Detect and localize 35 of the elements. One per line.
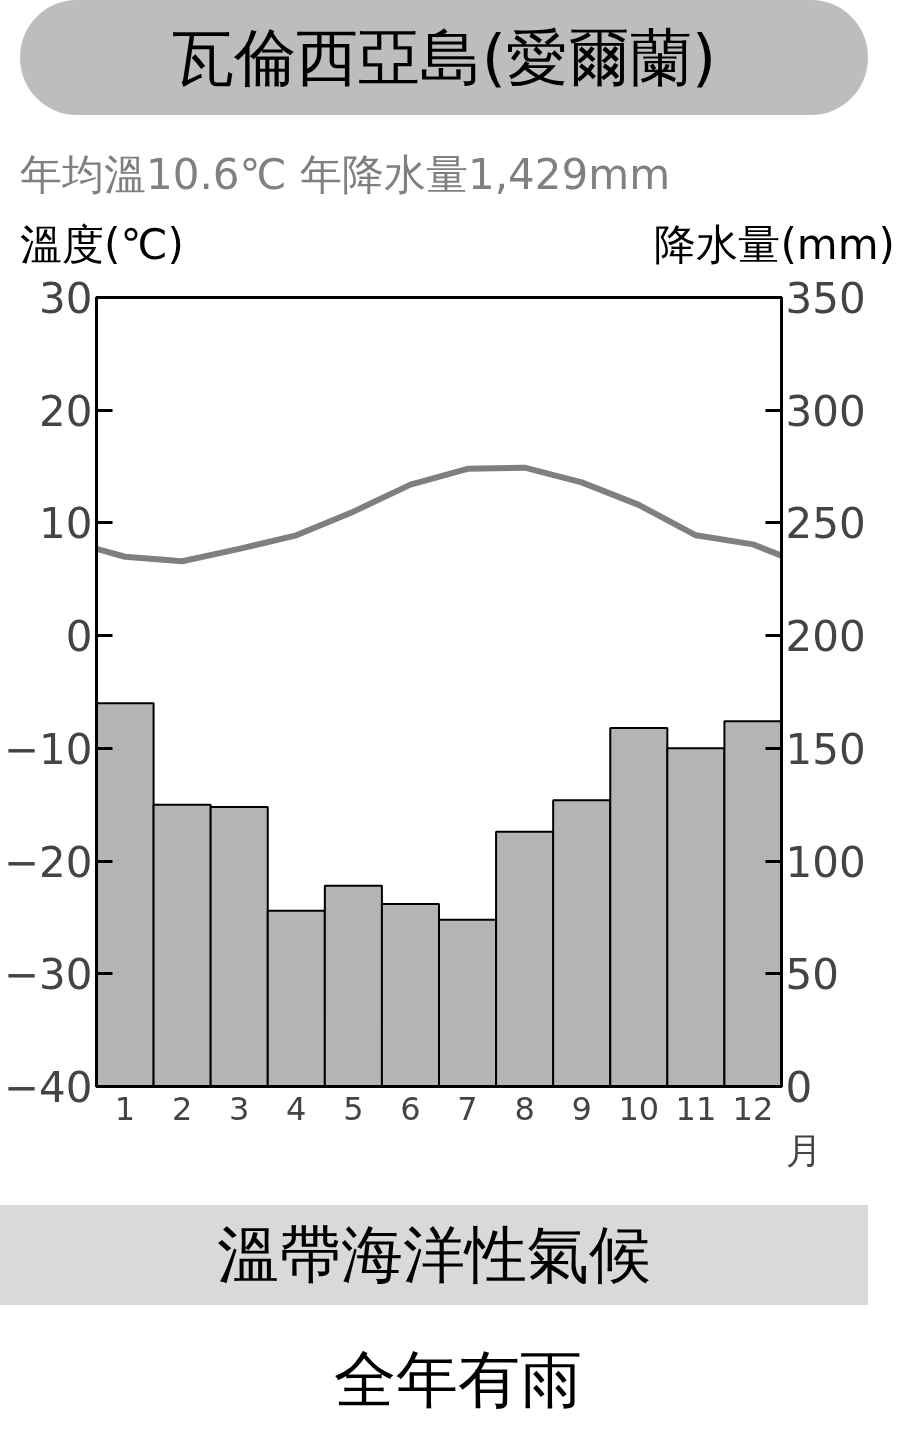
x-tick-label: 6 <box>400 1089 421 1128</box>
text: 全年有雨 <box>333 1342 582 1418</box>
y-axis-title: 溫度(℃) <box>20 219 184 271</box>
y-tick-label: 20 <box>39 386 93 436</box>
x-tick-label: 7 <box>457 1089 478 1128</box>
x-tick-label: 11 <box>675 1089 717 1128</box>
y2-tick-label: 350 <box>785 274 866 323</box>
y-tick-label: −20 <box>3 837 93 887</box>
y2-tick-label: 100 <box>785 837 866 887</box>
y2-tick-label: 300 <box>785 386 866 436</box>
y2-tick-label: 250 <box>785 499 866 549</box>
y-tick-label: −30 <box>3 950 93 1000</box>
x-tick-label: 2 <box>171 1089 193 1128</box>
y2-tick-label: 150 <box>785 724 866 774</box>
y-tick-label: 0 <box>65 612 93 662</box>
x-axis-title: 月 <box>785 1129 822 1171</box>
chart-title: 瓦倫西亞島(愛爾蘭) <box>171 20 717 96</box>
x-tick-label: 5 <box>343 1089 364 1128</box>
y2-axis-title: 降水量(mm) <box>654 219 895 271</box>
y-tick-label: −10 <box>3 724 93 774</box>
y-tick-label: 30 <box>39 274 93 323</box>
y2-tick-label: 200 <box>785 612 866 662</box>
y2-tick-label: 0 <box>785 1063 813 1112</box>
chart-subtitle: 年均溫10.6℃ 年降水量1,429mm <box>20 149 671 201</box>
x-tick-label: 4 <box>286 1089 307 1128</box>
x-tick-label: 10 <box>618 1089 660 1128</box>
y-tick-label: −40 <box>3 1063 93 1112</box>
y-tick-label: 10 <box>39 499 93 549</box>
text: 溫帶海洋性氣候 <box>217 1217 651 1293</box>
x-tick-label: 3 <box>229 1089 250 1128</box>
x-tick-label: 9 <box>571 1089 592 1128</box>
x-tick-label: 12 <box>732 1089 774 1128</box>
x-tick-label: 8 <box>514 1089 535 1128</box>
x-tick-label: 1 <box>114 1089 136 1128</box>
y2-tick-label: 50 <box>785 950 839 1000</box>
